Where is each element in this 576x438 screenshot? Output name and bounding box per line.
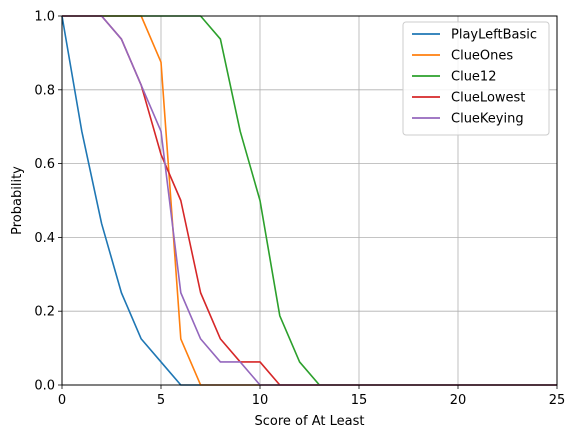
x-tick-label: 20 [450, 393, 467, 408]
legend-label-clue12: Clue12 [451, 70, 496, 85]
y-tick-label: 0.2 [34, 305, 55, 320]
x-tick-label: 15 [351, 393, 368, 408]
legend-label-cluelowest: ClueLowest [451, 91, 525, 106]
y-tick-label: 0.6 [34, 157, 55, 172]
y-axis-label: Probability [10, 166, 25, 235]
legend-label-clueones: ClueOnes [451, 49, 513, 64]
y-tick-label: 1.0 [34, 10, 55, 25]
legend: PlayLeftBasic ClueOnes Clue12 ClueLowest Clu… [403, 22, 549, 135]
legend-label-playleftbasic: PlayLeftBasic [451, 28, 537, 43]
y-tick-label: 0.0 [34, 379, 55, 394]
x-axis-label: Score of At Least [255, 414, 365, 429]
x-tick-label: 25 [549, 393, 566, 408]
x-tick-label: 10 [252, 393, 269, 408]
y-tick-label: 0.4 [34, 231, 55, 246]
x-tick-label: 0 [58, 393, 66, 408]
legend-label-cluekeying: ClueKeying [451, 112, 524, 127]
x-tick-label: 5 [157, 393, 165, 408]
y-tick-label: 0.8 [34, 83, 55, 98]
